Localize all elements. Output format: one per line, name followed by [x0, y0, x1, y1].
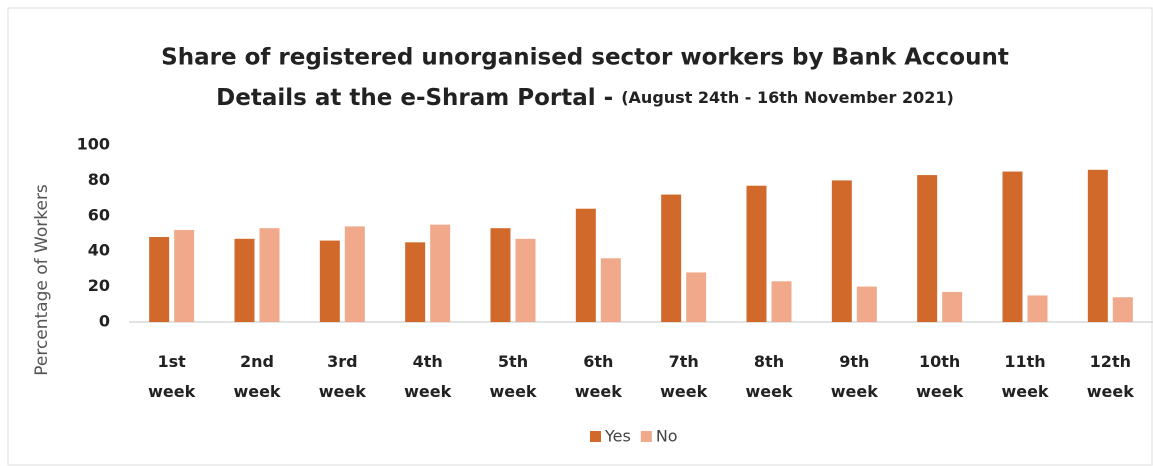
chart-title: Details at the e-Shram Portal -	[216, 85, 613, 111]
x-tick-label: 4th week	[404, 352, 451, 401]
legend-label: Yes	[604, 427, 631, 446]
y-tick-label: 40	[88, 241, 110, 260]
bar	[575, 208, 596, 322]
x-tick-label: 3rd week	[319, 352, 366, 401]
x-tick-label: 12th week	[1087, 352, 1134, 401]
x-tick-label: 1st week	[148, 352, 195, 401]
y-tick-label: 80	[88, 170, 110, 189]
bar	[319, 240, 340, 322]
bar	[1087, 169, 1108, 322]
bar	[746, 185, 767, 322]
bar	[831, 180, 852, 322]
bar	[1027, 295, 1048, 322]
bar	[1002, 171, 1023, 322]
legend-swatch	[640, 431, 652, 442]
x-tick-label: 2nd week	[233, 352, 280, 401]
bar	[917, 175, 938, 322]
bar	[515, 238, 536, 322]
y-axis-label: Percentage of Workers	[32, 184, 52, 376]
x-tick-label: 9th week	[831, 352, 878, 401]
x-tick-label: 5th week	[489, 352, 536, 401]
bar	[405, 242, 426, 322]
legend-swatch	[590, 431, 601, 442]
bar	[490, 228, 511, 322]
bar	[942, 291, 963, 322]
y-tick-label: 20	[88, 276, 110, 295]
x-tick-label: 8th week	[745, 352, 792, 401]
bar	[1112, 297, 1133, 322]
chart-subtitle: (August 24th - 16th November 2021)	[621, 88, 954, 107]
legend-label: No	[656, 427, 678, 446]
x-tick-label: 6th week	[575, 352, 622, 401]
x-tick-label: 11th week	[1001, 352, 1048, 401]
y-tick-label: 0	[99, 312, 110, 331]
bar	[430, 224, 451, 322]
bar	[600, 258, 621, 322]
chart-title: Share of registered unorganised sector w…	[161, 45, 1009, 71]
bar	[234, 238, 255, 322]
bar	[661, 194, 682, 322]
bar	[771, 281, 792, 322]
bar	[856, 286, 877, 322]
bar	[174, 229, 195, 322]
x-tick-label: 7th week	[660, 352, 707, 401]
bar	[149, 237, 170, 322]
bar	[686, 272, 707, 322]
x-tick-label: 10th week	[916, 352, 963, 401]
chart-frame	[7, 7, 1153, 466]
y-tick-label: 60	[88, 205, 110, 224]
y-tick-label: 100	[77, 135, 110, 154]
bar	[259, 228, 280, 322]
chart-title-line: Details at the e-Shram Portal - (August …	[216, 85, 954, 111]
bar	[344, 226, 365, 322]
